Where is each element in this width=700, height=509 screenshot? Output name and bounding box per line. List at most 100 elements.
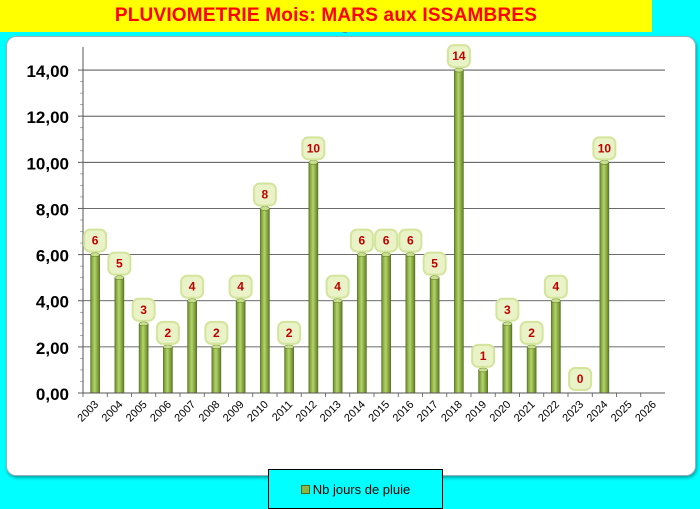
data-label-box — [325, 274, 350, 299]
legend: Nb jours de pluie — [268, 469, 443, 509]
data-label: 3 — [140, 303, 147, 317]
legend-label: Nb jours de pluie — [312, 481, 411, 497]
data-label-box — [495, 297, 520, 322]
x-tick-label: 2025 — [609, 399, 635, 425]
data-label: 2 — [213, 326, 220, 340]
data-label: 6 — [359, 234, 366, 248]
y-tick-label: 2,00 — [36, 339, 69, 358]
bar — [308, 162, 319, 394]
x-tick-label: 2010 — [245, 399, 271, 425]
data-label: 1 — [480, 349, 487, 363]
data-label-box — [252, 182, 277, 207]
x-tick-label: 2016 — [391, 399, 417, 425]
bar-cap — [163, 344, 173, 350]
x-tick-label: 2009 — [221, 399, 247, 425]
y-tick-label: 10,00 — [26, 154, 69, 173]
bar-cap — [114, 275, 125, 280]
bar-cap — [502, 321, 513, 327]
data-label-box — [422, 251, 447, 276]
bar-cap — [429, 275, 440, 280]
x-tick-label: 2020 — [488, 399, 514, 425]
bar-cap — [138, 321, 149, 327]
bar-cap — [308, 160, 319, 165]
bar-chart: 0,002,004,006,008,0010,0012,0014,0020032… — [26, 44, 665, 425]
bar-cap — [551, 298, 561, 303]
x-tick-label: 2007 — [172, 399, 198, 425]
data-label: 4 — [553, 280, 560, 294]
x-tick-label: 2005 — [124, 399, 150, 425]
data-label: 2 — [286, 326, 293, 340]
data-label-box — [592, 136, 617, 161]
data-label-box — [155, 320, 180, 345]
data-label: 2 — [165, 326, 172, 340]
bar — [90, 254, 100, 394]
data-label: 8 — [262, 187, 269, 201]
bar — [429, 277, 440, 394]
bar — [163, 346, 173, 394]
bar — [381, 254, 391, 394]
x-tick-label: 2019 — [463, 399, 489, 425]
x-tick-label: 2026 — [633, 399, 659, 425]
bar-cap — [260, 206, 270, 211]
bar-cap — [332, 298, 343, 303]
bar — [454, 69, 464, 394]
y-tick-label: 6,00 — [36, 247, 69, 266]
data-label: 10 — [598, 141, 612, 155]
data-label-box — [204, 320, 229, 345]
data-label: 0 — [577, 372, 584, 386]
bar-cap — [187, 298, 197, 303]
bar — [599, 162, 610, 394]
bar — [526, 346, 537, 394]
x-tick-label: 2015 — [366, 399, 392, 425]
data-label-box — [519, 320, 544, 345]
x-tick-label: 2022 — [536, 399, 562, 425]
bar-cap — [284, 344, 294, 350]
data-label: 6 — [92, 234, 99, 248]
data-label-box — [83, 228, 108, 253]
x-tick-label: 2003 — [75, 399, 101, 425]
x-tick-label: 2008 — [197, 399, 223, 425]
data-label-box — [446, 44, 471, 69]
bar — [284, 346, 294, 394]
bar — [114, 277, 125, 394]
x-tick-label: 2013 — [318, 399, 344, 425]
bar — [211, 346, 222, 394]
data-label: 4 — [237, 280, 244, 294]
bar — [138, 323, 149, 394]
bar-cap — [357, 252, 367, 257]
bar — [357, 254, 367, 394]
x-tick-label: 2014 — [342, 399, 368, 425]
data-label-box — [180, 274, 205, 299]
bar — [551, 300, 561, 394]
bar-cap — [381, 252, 391, 257]
data-label-box — [349, 228, 374, 253]
bar-cap — [235, 298, 246, 303]
resize-handle[interactable]: .... — [342, 26, 348, 35]
chart-title: PLUVIOMETRIE Mois: MARS aux ISSAMBRES — [114, 5, 538, 26]
title-bar: PLUVIOMETRIE Mois: MARS aux ISSAMBRES ..… — [0, 0, 652, 35]
data-label-box — [301, 136, 326, 161]
chart-area: 0,00 2,00 4,00 6,00 8,00 10,00 12,00 14,00 2003 2… — [6, 36, 696, 509]
data-label: 14 — [452, 49, 466, 63]
data-label: 5 — [116, 257, 123, 271]
x-tick-label: 2012 — [294, 399, 320, 425]
bar-cap — [211, 344, 222, 350]
bar-cap — [454, 67, 464, 73]
data-label-box — [568, 367, 593, 391]
data-label: 4 — [334, 280, 341, 294]
data-label-box — [277, 320, 302, 345]
data-label: 2 — [528, 326, 535, 340]
data-label-box — [543, 274, 568, 299]
data-label-box — [228, 274, 253, 299]
data-label: 10 — [307, 141, 321, 155]
data-label: 3 — [504, 303, 511, 317]
x-tick-label: 2017 — [415, 399, 441, 425]
x-tick-label: 2021 — [512, 399, 538, 425]
bar-cap — [526, 344, 537, 350]
y-tick-label: 8,00 — [36, 200, 69, 219]
y-tick-label: 0,00 — [36, 385, 69, 404]
data-label: 6 — [383, 234, 390, 248]
data-label: 6 — [407, 234, 414, 248]
data-label-box — [471, 343, 496, 368]
bar — [235, 300, 246, 394]
